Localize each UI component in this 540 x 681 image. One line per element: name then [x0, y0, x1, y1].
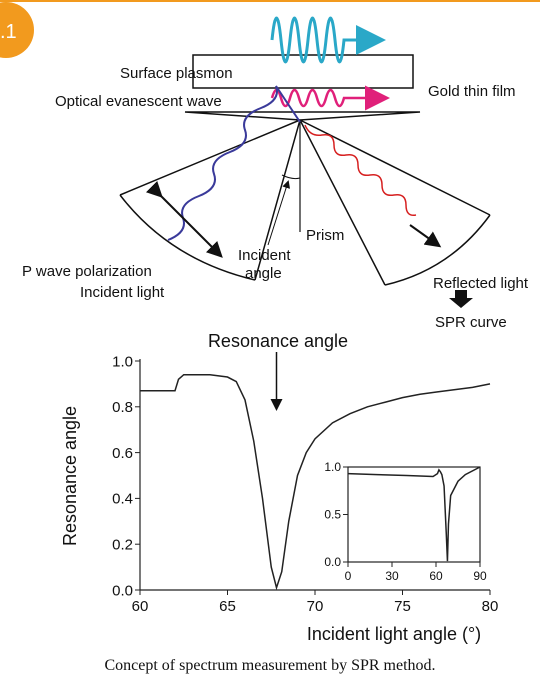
inset-frame: [347, 466, 481, 563]
y-tick-label: 1.0: [324, 460, 341, 474]
x-tick-label: 0: [345, 569, 352, 583]
y-tick-label: 0.6: [112, 445, 133, 462]
polarization-arrow: [145, 180, 223, 258]
y-tick-label: 0.0: [324, 555, 341, 569]
down-arrow: [449, 290, 473, 308]
prism-top: [184, 111, 421, 121]
label: Surface plasmon: [120, 65, 233, 82]
angle-arc: [281, 174, 301, 180]
y-tick-label: 0.8: [112, 399, 133, 416]
reflected-cone: [299, 119, 491, 286]
y-tick-label: 1.0: [112, 353, 133, 370]
label: Gold thin film: [428, 83, 516, 100]
badge: [0, 2, 34, 58]
x-tick-label: 60: [429, 569, 443, 583]
y-tick-label: 0.4: [112, 491, 133, 508]
x-axis-label: Incident light angle (°): [307, 624, 481, 644]
badge-text: .1: [0, 21, 17, 43]
x-tick-label: 65: [219, 598, 236, 615]
x-tick-label: 90: [473, 569, 487, 583]
label: SPR curve: [435, 314, 507, 331]
reflected-wave: [304, 124, 417, 217]
label: Incident light: [80, 284, 165, 301]
reflected-arrow: [409, 224, 442, 248]
angle-pointer: [267, 180, 290, 246]
y-tick-label: 0.0: [112, 582, 133, 599]
gold-film: [192, 54, 414, 89]
x-tick-label: 75: [394, 598, 411, 615]
x-tick-label: 70: [307, 598, 324, 615]
evanescent-wave: [270, 85, 390, 111]
y-tick-label: 0.2: [112, 536, 133, 553]
label: Optical evanescent wave: [55, 93, 222, 110]
plasmon-wave: [270, 16, 386, 64]
diagram: Surface plasmon Optical evanescent wave …: [22, 16, 529, 331]
label: angle: [245, 265, 282, 282]
data-line: [140, 373, 491, 591]
x-tick-label: 60: [132, 598, 149, 615]
label: Reflected light: [433, 275, 529, 292]
label: Prism: [306, 227, 344, 244]
label: P wave polarization: [22, 263, 152, 280]
x-tick-label: 80: [482, 598, 499, 615]
top-rule: [0, 0, 540, 2]
y-axis-label: Resonance angle: [60, 406, 80, 546]
caption: Concept of spectrum measurement by SPR m…: [104, 657, 435, 674]
data-line: [347, 466, 481, 562]
y-tick-label: 0.5: [324, 508, 341, 522]
x-tick-label: 30: [385, 569, 399, 583]
label: Incident: [238, 247, 291, 264]
annotation: Resonance angle: [208, 331, 348, 351]
